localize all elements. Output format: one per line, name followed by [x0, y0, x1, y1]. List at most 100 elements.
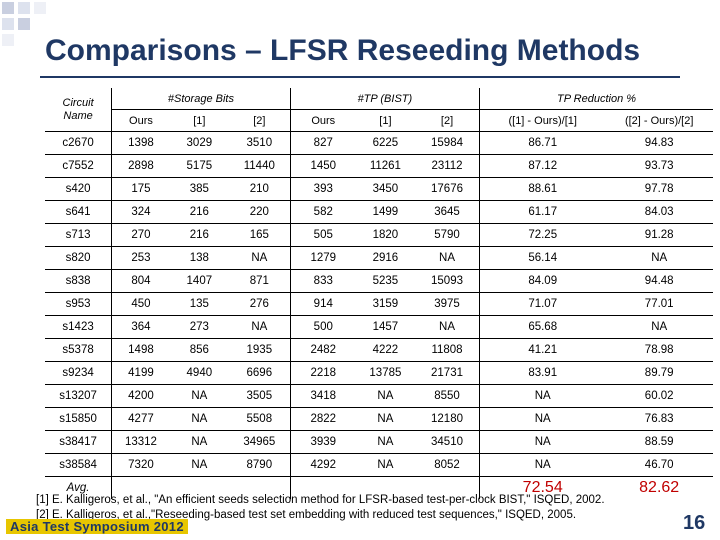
subheader-cell: ([2] - Ours)/[2]: [605, 109, 713, 132]
table-cell: 2822: [289, 407, 356, 431]
table-cell: 2218: [289, 361, 356, 385]
table-cell: 2482: [289, 338, 356, 362]
table-cell: NA: [169, 407, 229, 431]
circuit-name-cell: s38584: [45, 453, 112, 477]
table-cell: 3975: [414, 292, 480, 316]
table-cell: 76.83: [605, 407, 713, 431]
circuit-name-cell: s713: [45, 223, 112, 247]
table-cell: 11261: [355, 154, 415, 178]
table-cell: 253: [111, 246, 170, 270]
table-cell: 500: [289, 315, 356, 339]
table-row: s713 270 216 165 505 1820 5790 72.25 91.28: [45, 223, 713, 247]
table-cell: 97.78: [605, 177, 713, 201]
table-row: s38584 7320 NA 8790 4292 NA 8052 NA 46.70: [45, 453, 713, 477]
table-cell: 15093: [414, 269, 480, 293]
table-row: s953 450 135 276 914 3159 3975 71.07 77.01: [45, 292, 713, 316]
table-cell: NA: [228, 246, 291, 270]
table-cell: 3645: [414, 200, 480, 224]
table-cell: 12180: [414, 407, 480, 431]
table-cell: 1407: [169, 269, 229, 293]
table-cell: 871: [228, 269, 291, 293]
circuit-name-cell: s9234: [45, 361, 112, 385]
table-cell: 165: [228, 223, 291, 247]
table-row: s1423 364 273 NA 500 1457 NA 65.68 NA: [45, 315, 713, 339]
table-cell: 91.28: [605, 223, 713, 247]
tp-reduction-header: TP Reduction %: [479, 88, 713, 110]
circuit-name-cell: s1423: [45, 315, 112, 339]
table-cell: 6696: [228, 361, 291, 385]
table-cell: 5175: [169, 154, 229, 178]
title-underline: [40, 76, 680, 78]
subheader-cell: [1]: [355, 109, 415, 132]
conference-footer: Asia Test Symposium 2012: [6, 519, 188, 534]
table-cell: 582: [289, 200, 356, 224]
table-cell: 5235: [355, 269, 415, 293]
table-cell: 914: [289, 292, 356, 316]
table-cell: NA: [355, 430, 415, 454]
table-cell: NA: [479, 407, 606, 431]
table-cell: 1450: [289, 154, 356, 178]
table-cell: 216: [169, 223, 229, 247]
table-row: c2670 1398 3029 3510 827 6225 15984 86.71 94.83: [45, 131, 713, 155]
table-cell: 87.12: [479, 154, 606, 178]
table-cell: 61.17: [479, 200, 606, 224]
table-cell: 21731: [414, 361, 480, 385]
table-cell: 856: [169, 338, 229, 362]
table-cell: NA: [355, 384, 415, 408]
table-cell: 46.70: [605, 453, 713, 477]
table-cell: NA: [479, 384, 606, 408]
table-cell: 11440: [228, 154, 291, 178]
table-cell: 3450: [355, 177, 415, 201]
table-body: c2670 1398 3029 3510 827 6225 15984 86.71 94.83 c…: [45, 131, 713, 477]
table-cell: 93.73: [605, 154, 713, 178]
table-cell: 1935: [228, 338, 291, 362]
table-cell: 8052: [414, 453, 480, 477]
table-cell: 3505: [228, 384, 291, 408]
table-cell: NA: [169, 384, 229, 408]
table-row: s838 804 1407 871 833 5235 15093 84.09 94.48: [45, 269, 713, 293]
table-cell: 5508: [228, 407, 291, 431]
subheader-cell: [2]: [228, 109, 291, 132]
table-cell: NA: [169, 430, 229, 454]
table-cell: NA: [414, 246, 480, 270]
table-cell: 135: [169, 292, 229, 316]
comparison-table: Circuit Name #Storage Bits #TP (BIST) TP…: [45, 88, 713, 499]
table-cell: 1499: [355, 200, 415, 224]
table-cell: 827: [289, 131, 356, 155]
table-cell: 393: [289, 177, 356, 201]
slide-title: Comparisons – LFSR Reseeding Methods: [45, 34, 641, 67]
circuit-name-cell: s38417: [45, 430, 112, 454]
table-cell: 833: [289, 269, 356, 293]
circuit-name-cell: s420: [45, 177, 112, 201]
table-cell: 65.68: [479, 315, 606, 339]
table-cell: 41.21: [479, 338, 606, 362]
table-cell: 175: [111, 177, 170, 201]
corner-squares-decoration: [2, 2, 46, 46]
circuit-name-cell: s820: [45, 246, 112, 270]
circuit-name-cell: s13207: [45, 384, 112, 408]
corner-label-line1: Circuit: [62, 96, 94, 109]
table-cell: 86.71: [479, 131, 606, 155]
circuit-name-cell: s641: [45, 200, 112, 224]
table-cell: 77.01: [605, 292, 713, 316]
table-cell: 3418: [289, 384, 356, 408]
table-cell: 23112: [414, 154, 480, 178]
table-row: s9234 4199 4940 6696 2218 13785 21731 83.91 89.7…: [45, 361, 713, 385]
table-row: s5378 1498 856 1935 2482 4222 11808 41.21 78.98: [45, 338, 713, 362]
table-cell: 56.14: [479, 246, 606, 270]
reference-1: [1] E. Kalligeros, et al., "An efficient…: [36, 494, 605, 506]
table-cell: 88.59: [605, 430, 713, 454]
table-cell: 84.03: [605, 200, 713, 224]
circuit-name-cell: s15850: [45, 407, 112, 431]
reference-2: [2] E. Kalligeros, et al.,"Reseeding-bas…: [36, 509, 577, 521]
table-cell: 2916: [355, 246, 415, 270]
table-cell: 1398: [111, 131, 170, 155]
table-cell: NA: [355, 407, 415, 431]
subheader-cell: Ours: [289, 109, 356, 132]
page-number: 16: [683, 512, 706, 534]
table-cell: 3939: [289, 430, 356, 454]
avg-label: Avg.: [45, 476, 112, 499]
table-cell: 13785: [355, 361, 415, 385]
table-cell: 4277: [111, 407, 170, 431]
table-cell: 17676: [414, 177, 480, 201]
